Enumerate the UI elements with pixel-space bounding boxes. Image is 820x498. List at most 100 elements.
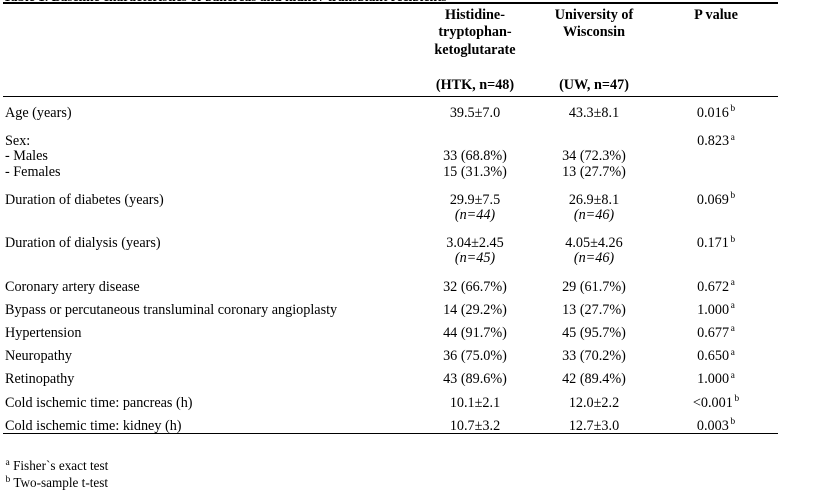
row-label-text: Cold ischemic time: kidney (h): [5, 417, 182, 434]
cell-htk: 3.04±2.45: [416, 222, 534, 250]
table-caption-sliver: Table 1. Baseline characteristics of pan…: [3, 0, 778, 1]
row-label: Duration of dialysis (years): [3, 222, 416, 250]
cell-uw-text: 12.7±3.0: [568, 417, 620, 434]
table-row: Bypass or percutaneous transluminal coro…: [3, 294, 778, 317]
row-label-text: Age (years): [5, 105, 72, 122]
cell-pvalue: [654, 148, 778, 163]
footnote-marker: a: [5, 456, 10, 468]
rule-bottom: [3, 433, 778, 435]
cell-pvalue: 0.672 a: [654, 266, 778, 294]
cell-pvalue: 1.000 a: [654, 363, 778, 386]
cell-pvalue: 1.000 a: [654, 294, 778, 317]
row-label-text: Coronary artery disease: [5, 278, 140, 295]
footnote-marker: a: [730, 323, 735, 335]
table-row: Cold ischemic time: kidney (h) 10.7±3.2 12…: [3, 410, 778, 434]
cell-htk-text: 36 (75.0%): [443, 348, 507, 365]
table-row: (n=44) (n=46): [3, 207, 778, 222]
cell-htk: 15 (31.3%): [416, 164, 534, 179]
cell-uw-text: 34 (72.3%): [562, 148, 626, 165]
row-label: Coronary artery disease: [3, 266, 416, 294]
footnote-marker: b: [730, 416, 736, 428]
row-label-text: Neuropathy: [5, 348, 72, 365]
cell-uw-text: 26.9±8.1: [568, 191, 620, 208]
table-body: Age (years) 39.5±7.0 43.3±8.1 0.016 b Sex: 0.8…: [3, 97, 778, 434]
cell-pvalue: 0.171 b: [654, 222, 778, 250]
cell-pvalue-text: 0.069: [696, 191, 729, 208]
footnote-marker: a: [730, 346, 735, 358]
table-header: Histidine- tryptophan- ketoglutarate (HT…: [3, 2, 778, 98]
cell-uw-text: 29 (61.7%): [562, 278, 626, 295]
footnote-marker: b: [730, 233, 736, 245]
cell-uw: 4.05±4.26: [534, 222, 654, 250]
cell-htk: 44 (91.7%): [416, 317, 534, 340]
cell-htk: 10.7±3.2: [416, 410, 534, 434]
cell-htk-text: 14 (29.2%): [443, 301, 507, 318]
cell-uw-text: 13 (27.7%): [562, 301, 626, 318]
cell-uw-text: 43.3±8.1: [568, 105, 620, 122]
row-label-text: Sex:: [5, 133, 31, 150]
footnote-marker: b: [730, 103, 736, 115]
table-row: Neuropathy 36 (75.0%) 33 (70.2%) 0.650 a: [3, 340, 778, 363]
row-label-text: - Females: [5, 163, 61, 180]
column-header-pvalue: P value: [694, 7, 738, 23]
cell-htk: 36 (75.0%): [416, 340, 534, 363]
cell-uw: 13 (27.7%): [534, 164, 654, 179]
column-header-label: [3, 4, 416, 97]
footnote-marker: b: [5, 473, 11, 485]
cell-htk: [416, 120, 534, 148]
footnote-marker: a: [730, 300, 735, 312]
cell-uw-text: 42 (89.4%): [562, 371, 626, 388]
cell-htk: 39.5±7.0: [416, 97, 534, 120]
cell-uw: (n=46): [534, 250, 654, 265]
cell-pvalue-text: <0.001: [692, 394, 733, 411]
cell-pvalue: [654, 164, 778, 179]
row-label: Cold ischemic time: pancreas (h): [3, 387, 416, 410]
cell-pvalue-text: 0.672: [697, 278, 730, 295]
footnotes-block: a Fisher`s exact test b Two-sample t-test: [4, 457, 504, 491]
row-label: - Males: [3, 148, 416, 163]
footnote-marker: b: [734, 392, 740, 404]
cell-pvalue-text: 1.000: [697, 371, 730, 388]
table-row: Hypertension 44 (91.7%) 45 (95.7%) 0.677 a: [3, 317, 778, 340]
table-row: Duration of dialysis (years) 3.04±2.45 4.0…: [3, 222, 778, 250]
row-label-text: Hypertension: [5, 325, 82, 342]
table-footer: [3, 433, 778, 435]
subcount-text: (n=46): [573, 207, 615, 224]
cell-htk-text: 33 (68.8%): [443, 148, 507, 165]
table-row: Sex: 0.823 a: [3, 120, 778, 148]
row-label-text: Duration of dialysis (years): [5, 235, 161, 252]
cell-htk-text: 43 (89.6%): [443, 371, 507, 388]
row-label: [3, 207, 416, 222]
cell-htk: 33 (68.8%): [416, 148, 534, 163]
row-label-text: Retinopathy: [5, 371, 75, 388]
cell-pvalue: 0.016 b: [654, 97, 778, 120]
subcount-text: (n=46): [573, 250, 615, 267]
cell-uw: 43.3±8.1: [534, 97, 654, 120]
cell-pvalue-text: 0.016: [696, 105, 729, 122]
cell-htk: 10.1±2.1: [416, 387, 534, 410]
cell-htk: 14 (29.2%): [416, 294, 534, 317]
cell-uw: 45 (95.7%): [534, 317, 654, 340]
footnote: b Two-sample t-test: [4, 474, 504, 491]
cell-htk: (n=44): [416, 207, 534, 222]
cell-pvalue: [654, 250, 778, 265]
table-row: - Females 15 (31.3%) 13 (27.7%): [3, 164, 778, 179]
row-label: Duration of diabetes (years): [3, 179, 416, 207]
cell-pvalue-text: 0.650: [697, 348, 730, 365]
cell-pvalue: 0.003 b: [654, 410, 778, 434]
cell-htk-text: 44 (91.7%): [443, 325, 507, 342]
table-row: Age (years) 39.5±7.0 43.3±8.1 0.016 b: [3, 97, 778, 120]
header-row: Histidine- tryptophan- ketoglutarate (HT…: [3, 4, 778, 97]
cell-htk: 43 (89.6%): [416, 363, 534, 386]
table-row: Cold ischemic time: pancreas (h) 10.1±2.1…: [3, 387, 778, 410]
row-label: - Females: [3, 164, 416, 179]
row-label-text: - Males: [5, 148, 48, 165]
table-row: (n=45) (n=46): [3, 250, 778, 265]
row-label: Cold ischemic time: kidney (h): [3, 410, 416, 434]
row-label-text: Bypass or percutaneous transluminal coro…: [5, 301, 338, 318]
cell-uw: (n=46): [534, 207, 654, 222]
cell-uw: 33 (70.2%): [534, 340, 654, 363]
footnote-marker: a: [730, 276, 735, 288]
cell-uw: 26.9±8.1: [534, 179, 654, 207]
subcount-text: (n=44): [454, 207, 496, 224]
